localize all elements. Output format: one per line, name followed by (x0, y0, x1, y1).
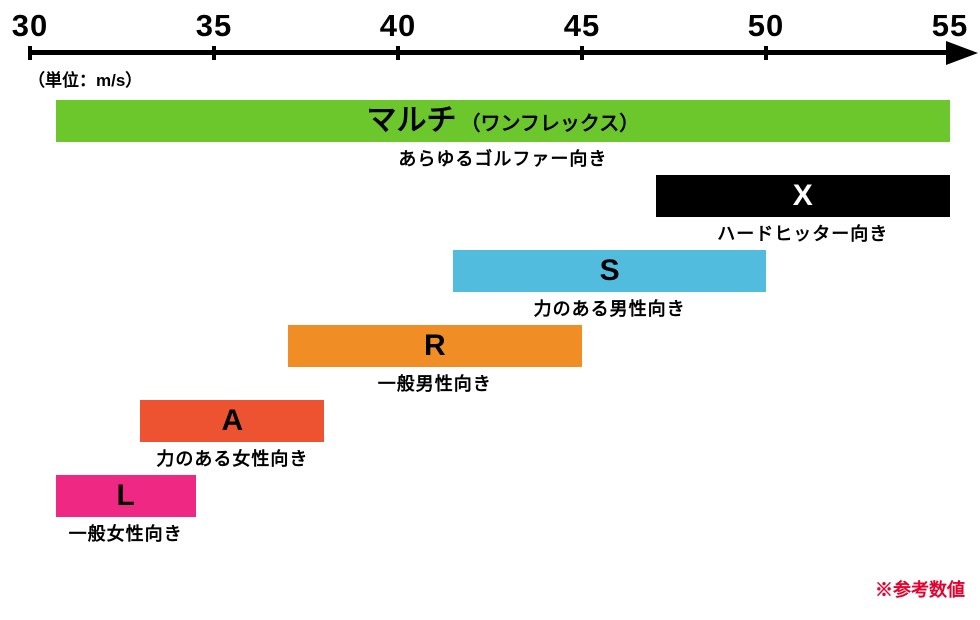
flex-bar-caption: 一般女性向き (69, 520, 183, 546)
flex-bar-label: R (424, 331, 446, 361)
axis-tick-label: 40 (380, 8, 416, 44)
flex-bar-x: X (656, 175, 950, 217)
axis-arrowhead-icon (946, 41, 978, 65)
axis-tick-label: 30 (12, 8, 48, 44)
flex-bar-sublabel: （ワンフレックス） (460, 114, 639, 134)
flex-bar-label: L (117, 481, 135, 511)
flex-bar-caption: 力のある女性向き (156, 445, 308, 471)
flex-bar-caption: 力のある男性向き (534, 295, 686, 321)
axis-tick-label: 35 (196, 8, 232, 44)
axis-tick-label: 55 (932, 8, 968, 44)
flex-bar-label: マルチ（ワンフレックス） (366, 106, 639, 136)
flex-bar-label: X (793, 181, 813, 211)
flex-bar-multi: マルチ（ワンフレックス） (56, 100, 950, 142)
footnote: ※参考数値 (875, 576, 965, 602)
flex-bar-caption: 一般男性向き (378, 370, 492, 396)
flex-bar-a: A (140, 400, 324, 442)
flex-bar-label: A (222, 406, 244, 436)
flex-bar-r: R (288, 325, 582, 367)
axis-line (30, 50, 950, 55)
axis-tick-label: 45 (564, 8, 600, 44)
flex-bar-caption: あらゆるゴルファー向き (398, 145, 607, 171)
flex-chart: 30 35 40 45 50 55 （単位：m/s） マルチ（ワンフレックス） あらゆるゴルファ… (0, 0, 980, 620)
unit-label: （単位：m/s） (28, 66, 142, 91)
flex-bar-l: L (56, 475, 196, 517)
flex-bar-s: S (453, 250, 766, 292)
flex-bar-label: S (600, 256, 620, 286)
axis-tick-label: 50 (748, 8, 784, 44)
flex-bar-caption: ハードヒッター向き (717, 220, 888, 246)
